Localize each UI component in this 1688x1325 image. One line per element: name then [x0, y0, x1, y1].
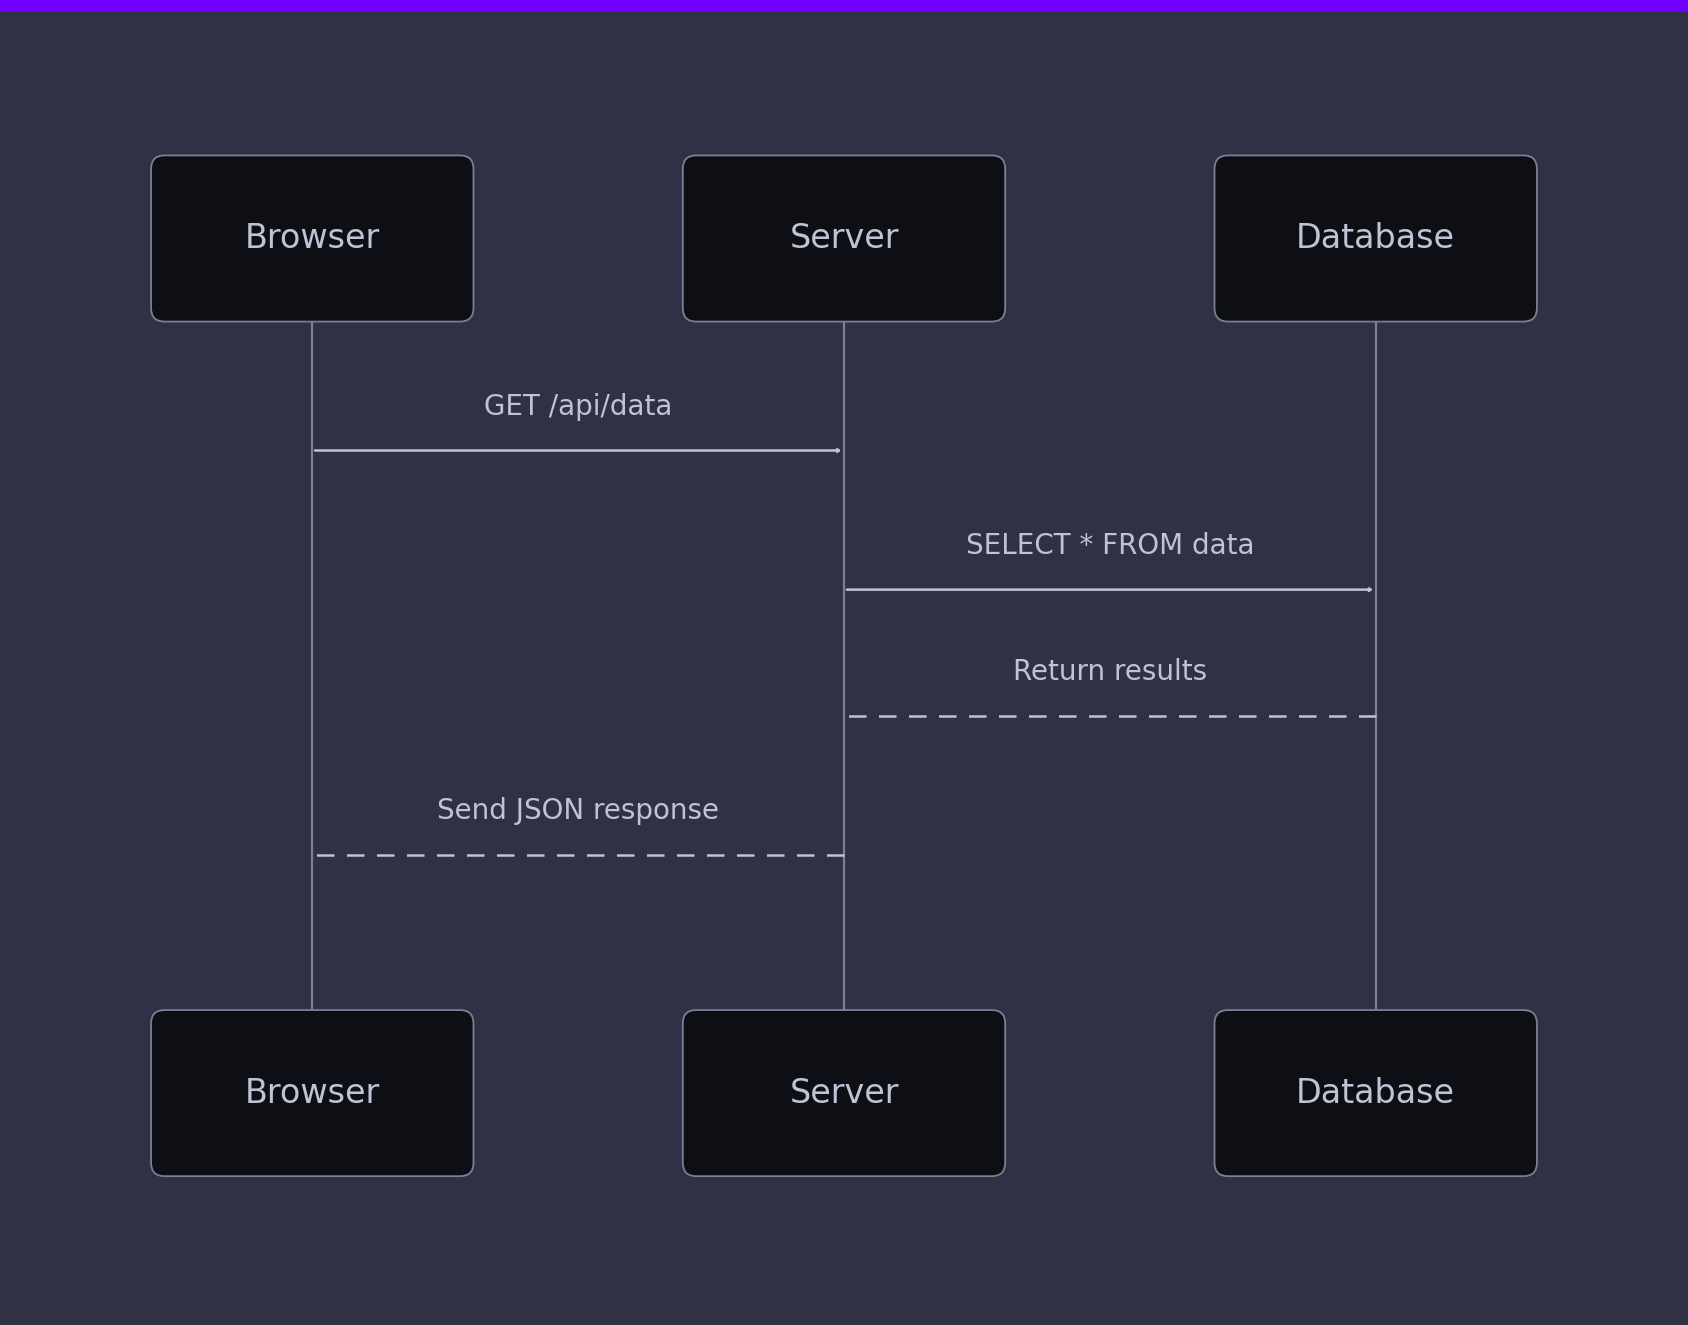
Text: SELECT * FROM data: SELECT * FROM data [966, 533, 1254, 560]
FancyBboxPatch shape [1214, 1010, 1536, 1177]
Text: Database: Database [1296, 1077, 1455, 1109]
FancyBboxPatch shape [0, 0, 1688, 12]
Text: Browser: Browser [245, 1077, 380, 1109]
Text: Server: Server [790, 1077, 898, 1109]
Text: Database: Database [1296, 223, 1455, 254]
Text: Send JSON response: Send JSON response [437, 798, 719, 825]
FancyBboxPatch shape [1214, 155, 1536, 322]
FancyBboxPatch shape [152, 155, 473, 322]
Text: Server: Server [790, 223, 898, 254]
FancyBboxPatch shape [682, 1010, 1006, 1177]
Text: GET /api/data: GET /api/data [484, 394, 672, 421]
FancyBboxPatch shape [682, 155, 1006, 322]
FancyBboxPatch shape [152, 1010, 473, 1177]
Text: Browser: Browser [245, 223, 380, 254]
Text: Return results: Return results [1013, 659, 1207, 686]
